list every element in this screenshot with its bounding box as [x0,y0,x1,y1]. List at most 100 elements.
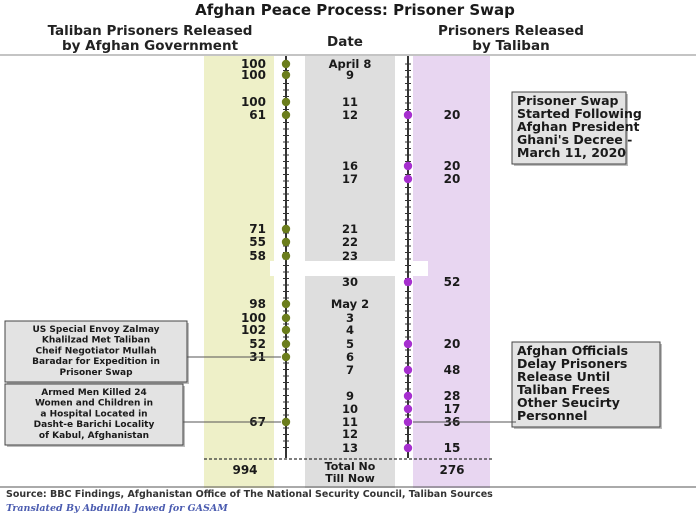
date-label: 10 [342,402,358,416]
taliban-release-value: 20 [444,159,461,173]
gov-release-dot [281,299,291,309]
taliban-release-value: 28 [444,389,461,403]
date-label: 11 [342,415,358,429]
date-label: 7 [346,363,354,377]
date-label: 11 [342,95,358,109]
gov-header-line-2: by Afghan Government [62,38,239,54]
taliban-release-value: 20 [444,337,461,351]
date-label: 5 [346,337,354,351]
annotation-text: Ghani's Decree - [517,132,632,147]
date-label: 12 [342,108,358,122]
date-label: 9 [346,389,354,403]
taliban-release-dot [403,443,413,453]
annotation-box [4,383,184,446]
date-label: 6 [346,350,354,364]
annotation-text: Khalilzad Met Taliban [42,336,150,346]
gov-release-dot [281,59,291,69]
date-label: 16 [342,159,358,173]
date-label: 23 [342,249,358,263]
taliban-release-value: 20 [444,108,461,122]
taliban-header-line-2: by Taliban [472,38,549,54]
headers: Afghan Peace Process: Prisoner Swap Talib… [48,1,584,54]
annotation-box [511,341,661,428]
gov-release-dot [281,325,291,335]
annotation-text: Afghan Officials [517,343,628,358]
gov-release-value: 58 [249,249,266,263]
taliban-release-value: 52 [444,275,461,289]
date-header: Date [327,34,363,50]
annotation-text: Taliban Frees [517,382,610,397]
annotation-text: Release Until [517,369,610,384]
date-label: 22 [342,235,358,249]
gov-release-value: 98 [249,297,266,311]
taliban-header-line-1: Prisoners Released [438,23,584,39]
annotation-text: Prisoner Swap [517,93,619,108]
gov-total-value: 994 [232,463,257,477]
totals-label-line-2: Till Now [325,472,375,485]
chart-title: Afghan Peace Process: Prisoner Swap [195,1,515,19]
gov-release-value: 55 [249,235,266,249]
data-marks: April 8 100 9 100 11 100 12 61 20 16 20 17 20 21 71 22 5… [232,57,464,485]
annotation-text: of Kabul, Afghanistan [39,431,149,441]
gov-release-value: 100 [241,311,266,325]
gov-release-value: 100 [241,95,266,109]
gov-release-dot [281,313,291,323]
taliban-release-dot [403,161,413,171]
date-label: May 2 [331,297,369,311]
gov-release-value: 71 [249,222,266,236]
taliban-release-dot [403,110,413,120]
taliban-release-dot [403,339,413,349]
totals-label-line-1: Total No [325,460,376,473]
taliban-release-value: 15 [444,441,461,455]
annotation-text: Other Seucirty [517,395,620,410]
annotation-text: Dasht-e Barichi Locality [34,420,155,430]
taliban-release-dot [403,404,413,414]
annotation-text: US Special Envoy Zalmay [33,325,160,335]
date-label: 13 [342,441,358,455]
gov-release-value: 52 [249,337,266,351]
date-label: 3 [346,311,354,325]
gov-release-dot [281,251,291,261]
gov-release-dot [281,417,291,427]
annotation-text: Prisoner Swap [59,368,133,378]
taliban-release-dot [403,417,413,427]
date-label: 30 [342,275,358,289]
gov-release-value: 61 [249,108,266,122]
annotation-text: Afghan President [517,119,639,134]
gov-release-value: 100 [241,57,266,71]
gov-release-dot [281,110,291,120]
credit-text: Translated By Abdullah Jawed for GASAM [6,503,228,514]
gov-release-dot [281,97,291,107]
annotation-text: Women and Children in [35,399,153,409]
timeline-gap [270,261,428,276]
gov-release-dot [281,237,291,247]
taliban-release-dot [403,391,413,401]
gov-release-dot [281,224,291,234]
date-label: 21 [342,222,358,236]
taliban-release-value: 17 [444,402,461,416]
annotation-box [4,320,188,383]
annotation-box [511,91,627,165]
annotation-text: Armed Men Killed 24 [41,388,147,398]
gov-release-value: 100 [241,68,266,82]
gov-release-dot [281,70,291,80]
footer: Source: BBC Findings, Afghanistan Office… [6,489,493,514]
date-label: 12 [342,427,358,441]
gov-release-value: 102 [241,323,266,337]
taliban-release-dot [403,174,413,184]
date-label: 4 [346,323,354,337]
taliban-release-value: 48 [444,363,461,377]
taliban-release-value: 20 [444,172,461,186]
annotation-text: Delay Prisoners [517,356,627,371]
taliban-total-value: 276 [439,463,464,477]
date-label: 9 [346,68,354,82]
gov-header-line-1: Taliban Prisoners Released [48,23,253,39]
annotation-text: Baradar for Expedition in [32,357,160,367]
date-label: 17 [342,172,358,186]
annotation-text: Started Following [517,106,642,121]
annotation-text: a Hospital Located in [40,409,147,419]
gov-band [204,56,274,488]
annotation-text: March 11, 2020 [517,145,626,160]
